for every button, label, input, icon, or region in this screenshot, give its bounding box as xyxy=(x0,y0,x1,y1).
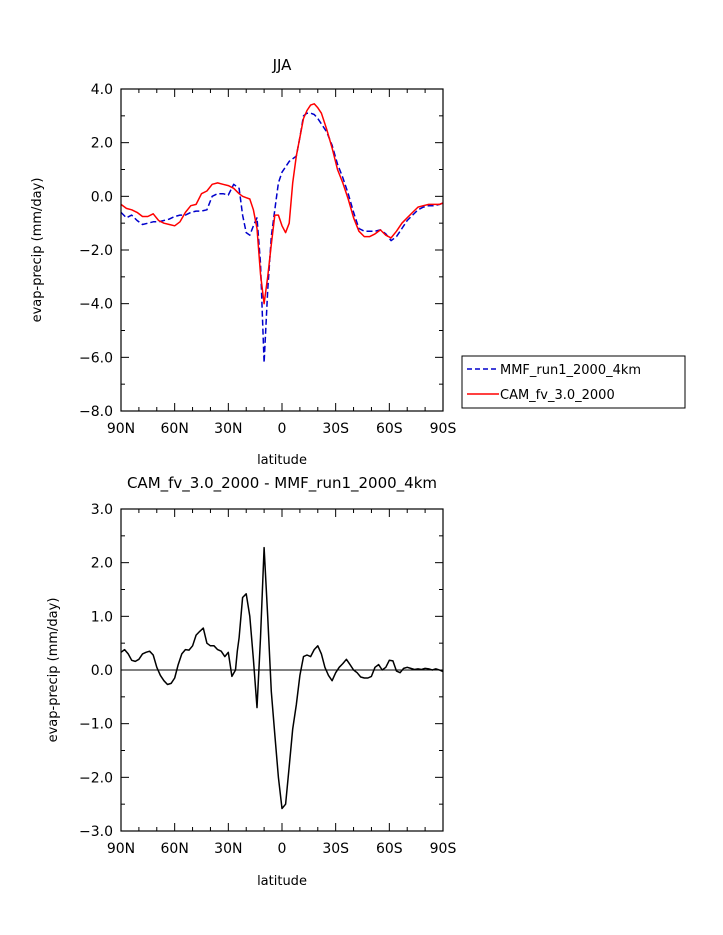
difference-xlabel: latitude xyxy=(257,874,307,889)
legend-box xyxy=(461,355,686,409)
jja-x-tick-label: 60S xyxy=(376,421,403,437)
jja-y-tick-label: −4.0 xyxy=(79,297,113,313)
legend: MMF_run1_2000_4km CAM_fv_3.0_2000 xyxy=(461,355,686,409)
jja-plot-content xyxy=(120,103,444,364)
jja-y-tick-label: 4.0 xyxy=(91,82,113,98)
jja-y-tick-label: −6.0 xyxy=(79,350,113,366)
jja-x-tick-label: 0 xyxy=(278,421,287,437)
jja-xlabel: latitude xyxy=(257,453,307,468)
difference-x-tick-label: 30N xyxy=(214,841,242,857)
difference-series-line-difference xyxy=(120,546,444,810)
difference-x-tick-label: 90S xyxy=(430,841,457,857)
difference-y-tick-label: −1.0 xyxy=(79,717,113,733)
difference-y-tick-label: −2.0 xyxy=(79,770,113,786)
difference-panel: CAM_fv_3.0_2000 - MMF_run1_2000_4km 90N 6… xyxy=(46,474,456,889)
difference-y-tick-label: 2.0 xyxy=(91,556,113,572)
jja-x-tick-label: 30S xyxy=(322,421,349,437)
difference-title: CAM_fv_3.0_2000 - MMF_run1_2000_4km xyxy=(127,474,437,493)
difference-y-tick-label: 3.0 xyxy=(91,502,113,518)
difference-x-tick-label: 60N xyxy=(161,841,189,857)
difference-x-tick-label: 30S xyxy=(322,841,349,857)
jja-x-tick-label: 30N xyxy=(214,421,242,437)
difference-plot-content xyxy=(120,546,444,810)
jja-y-tick-label: 0.0 xyxy=(91,189,113,205)
difference-ticks: 90N 60N 30N 0 30S 60S 90S 3.0 2.0 1.0 0.0 −1.0 −2.0 −… xyxy=(79,502,456,857)
difference-y-tick-label: 1.0 xyxy=(91,609,113,625)
jja-panel: JJA 90N 60N 30N 0 30S 60S 90S 4.0 2.0 0.0 −2.0 −4.0… xyxy=(30,56,686,468)
jja-plot-frame xyxy=(120,88,444,412)
jja-series-line-cam-fv-3-0-2000 xyxy=(120,103,444,305)
jja-y-tick-label: −2.0 xyxy=(79,243,113,259)
jja-x-tick-label: 60N xyxy=(161,421,189,437)
difference-y-tick-label: −3.0 xyxy=(79,824,113,840)
difference-x-tick-label: 60S xyxy=(376,841,403,857)
difference-x-tick-label: 90N xyxy=(107,841,135,857)
legend-cam-label: CAM_fv_3.0_2000 xyxy=(500,388,615,403)
difference-y-tick-label: 0.0 xyxy=(91,663,113,679)
jja-title: JJA xyxy=(272,56,293,74)
jja-series-line-mmf-run1-2000-4km xyxy=(120,112,444,364)
jja-y-tick-label: 2.0 xyxy=(91,136,113,152)
jja-ylabel: evap-precip (mm/day) xyxy=(30,178,45,323)
jja-y-tick-label: −8.0 xyxy=(79,404,113,420)
legend-mmf-label: MMF_run1_2000_4km xyxy=(500,363,641,378)
jja-x-tick-label: 90N xyxy=(107,421,135,437)
difference-ylabel: evap-precip (mm/day) xyxy=(46,598,61,743)
jja-ticks: 90N 60N 30N 0 30S 60S 90S 4.0 2.0 0.0 −2.0 −4.0 −6.0… xyxy=(79,82,456,437)
jja-x-tick-label: 90S xyxy=(430,421,457,437)
difference-x-tick-label: 0 xyxy=(278,841,287,857)
